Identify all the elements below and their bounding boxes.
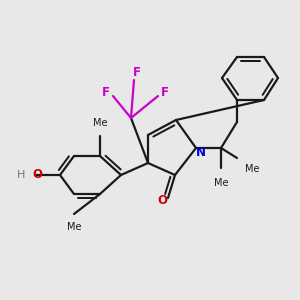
- Text: F: F: [133, 65, 141, 79]
- Text: H: H: [16, 170, 25, 180]
- Text: Me: Me: [67, 222, 81, 232]
- Text: F: F: [102, 86, 110, 100]
- Text: Me: Me: [245, 164, 260, 174]
- Text: Me: Me: [93, 118, 107, 128]
- Text: O: O: [157, 194, 167, 208]
- Text: Me: Me: [214, 178, 228, 188]
- Text: F: F: [161, 86, 169, 100]
- Text: O: O: [32, 169, 42, 182]
- Text: N: N: [196, 146, 206, 160]
